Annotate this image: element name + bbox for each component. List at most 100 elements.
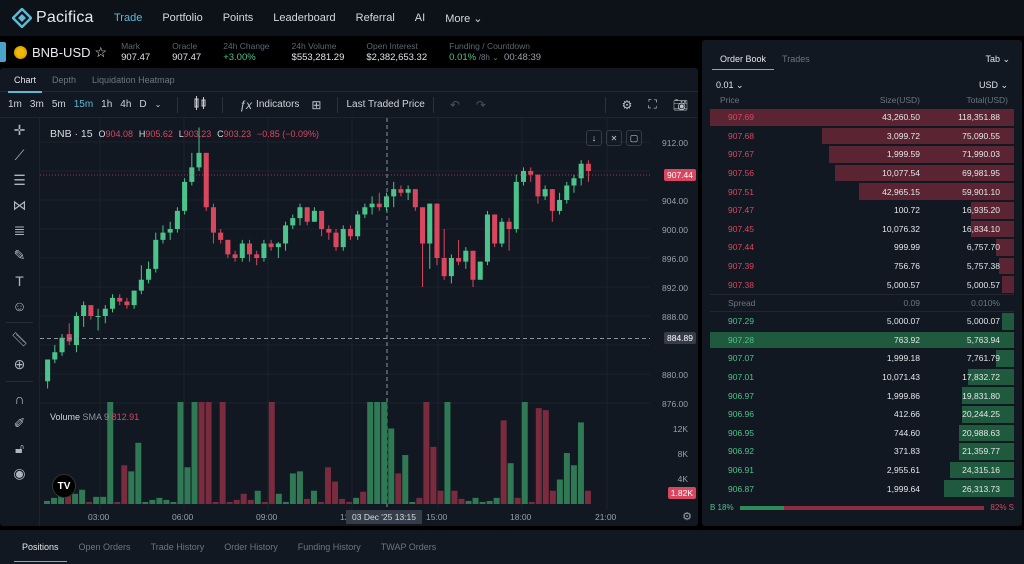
bnb-coin-icon	[14, 45, 27, 59]
view-mode-dropdown[interactable]: Tab ⌄	[985, 53, 1010, 64]
indicators-fx-icon[interactable]: ƒx	[239, 97, 253, 112]
time-axis[interactable]: 03:00 06:00 09:00 12:00 15:00 18:00 21:0…	[88, 510, 692, 524]
timeframe-15m[interactable]: 15m	[73, 99, 94, 110]
tab-order-book[interactable]: Order Book	[712, 40, 775, 78]
visibility-eye-icon[interactable]: ◉	[13, 465, 26, 481]
settings-gear-icon[interactable]: ⚙	[621, 97, 633, 112]
bid-row[interactable]: 907.07 1,999.18 7,761.79	[710, 349, 1014, 368]
ask-row[interactable]: 907.68 3,099.72 75,090.55	[710, 127, 1014, 146]
timeframe-1h[interactable]: 1h	[101, 99, 113, 110]
logo[interactable]: Pacifica	[12, 8, 102, 28]
ticker-bar: BNB-USD ☆ Mark 907.47 Oracle 907.47 24h Ch…	[0, 36, 700, 68]
nav-ai[interactable]: AI	[414, 11, 426, 24]
ask-row[interactable]: 907.56 10,077.54 69,981.95	[710, 164, 1014, 183]
timeframe-4h[interactable]: 4h	[120, 99, 132, 110]
price-axis[interactable]: 912.00 904.00 900.00 896.00 892.00 888.0…	[650, 118, 698, 510]
layouts-grid-icon[interactable]: ⊞	[311, 97, 322, 112]
ask-row[interactable]: 907.47 100.72 16,935.20	[710, 201, 1014, 220]
ask-row[interactable]: 907.69 43,260.50 118,351.88	[710, 108, 1014, 127]
timeframe-d[interactable]: D	[139, 99, 147, 110]
ask-row[interactable]: 907.67 1,999.59 71,990.03	[710, 145, 1014, 164]
ruler-icon[interactable]: 📏︎	[10, 331, 29, 347]
candle-type-icon[interactable]	[194, 96, 206, 113]
redo-icon[interactable]: ↷	[475, 97, 486, 112]
lock-drawings-icon[interactable]: ✐	[13, 415, 26, 431]
reset-scale-icon[interactable]: ▢	[626, 130, 642, 146]
tab-open-orders[interactable]: Open Orders	[78, 542, 131, 552]
magnet-icon[interactable]: ∩	[14, 390, 25, 407]
depth-bar	[822, 127, 1014, 145]
bid-price: 907.29	[728, 316, 754, 327]
bid-row[interactable]: 907.29 5,000.07 5,000.07	[710, 312, 1014, 331]
tab-chart[interactable]: Chart	[6, 68, 44, 93]
funding-period-dropdown[interactable]: /8h ⌄	[478, 53, 499, 62]
tick-size-dropdown[interactable]: 0.01 ⌄	[716, 79, 744, 90]
tab-funding-history[interactable]: Funding History	[297, 542, 361, 552]
undo-icon[interactable]: ↶	[449, 97, 460, 112]
tab-positions[interactable]: Positions	[12, 530, 69, 564]
ask-row[interactable]: 907.45 10,076.32 16,834.10	[710, 220, 1014, 239]
currency-dropdown[interactable]: USD ⌄	[978, 79, 1008, 90]
market-symbol[interactable]: BNB-USD	[32, 44, 91, 60]
price-source-button[interactable]: Last Traded Price	[346, 99, 425, 110]
nav-portfolio[interactable]: Portfolio	[162, 11, 203, 24]
timeframe-5m[interactable]: 5m	[51, 99, 66, 110]
ask-row[interactable]: 907.38 5,000.57 5,000.57	[710, 275, 1014, 294]
ask-total: 69,981.95	[962, 168, 1000, 179]
nav-trade[interactable]: Trade	[114, 11, 143, 24]
stat-oracle: Oracle 907.47	[172, 41, 202, 63]
price-chart[interactable]: BNB · 15 O904.08 H905.62 L903.23 C903.23…	[40, 118, 650, 510]
tradingview-logo-icon[interactable]: TV	[52, 474, 76, 498]
expand-sidebar-handle[interactable]	[0, 42, 6, 62]
axis-settings-icon[interactable]: ⚙	[682, 511, 692, 523]
orderbook-header: Price Size(USD) Total(USD)	[720, 95, 1008, 105]
tab-depth[interactable]: Depth	[52, 74, 77, 85]
timeframe-1m[interactable]: 1m	[8, 99, 22, 110]
nav-leaderboard[interactable]: Leaderboard	[273, 11, 336, 24]
nav-more[interactable]: More ⌄	[445, 12, 483, 25]
brush-icon[interactable]: ✎	[13, 247, 26, 263]
ask-total: 118,351.88	[958, 112, 1000, 123]
ask-row[interactable]: 907.51 42,965.15 59,901.10	[710, 182, 1014, 201]
tab-order-history[interactable]: Order History	[224, 542, 278, 552]
stat-funding: Funding / Countdown 0.01% /8h ⌄ 00:48:39	[449, 41, 542, 63]
chart-panel: Chart Depth Liquidation Heatmap 1m 3m 5m…	[0, 68, 698, 526]
horizontal-lines-icon[interactable]: ☰	[13, 172, 26, 188]
bid-row[interactable]: 907.28 763.92 5,763.94	[710, 331, 1014, 350]
bid-row[interactable]: 906.95 744.60 20,988.63	[710, 424, 1014, 443]
trend-line-icon[interactable]: ⟋	[14, 147, 25, 163]
depth-bar	[971, 201, 1014, 219]
collapse-icon[interactable]: ✕	[606, 130, 622, 146]
zoom-in-icon[interactable]: ⊕	[13, 356, 26, 372]
emoji-icon[interactable]: ☺	[12, 297, 27, 314]
bid-row[interactable]: 906.87 1,999.64 26,313.73	[710, 479, 1014, 498]
fib-tools-icon[interactable]: ≣	[13, 222, 26, 238]
screenshot-camera-icon[interactable]: 📷︎	[672, 97, 688, 112]
tab-twap-orders[interactable]: TWAP Orders	[380, 542, 437, 552]
bid-row[interactable]: 907.01 10,071.43 17,832.72	[710, 368, 1014, 387]
pattern-icon[interactable]: ⋈	[12, 197, 27, 213]
ask-row[interactable]: 907.44 999.99 6,757.70	[710, 238, 1014, 257]
unlock-icon[interactable]: 🔓︎	[14, 440, 25, 456]
tab-trade-history[interactable]: Trade History	[150, 542, 205, 552]
ask-total: 59,901.10	[962, 186, 1000, 197]
ask-row[interactable]: 907.39 756.76 5,757.38	[710, 257, 1014, 276]
bid-row[interactable]: 906.96 412.66 20,244.25	[710, 405, 1014, 424]
timeframe-3m[interactable]: 3m	[29, 99, 44, 110]
tab-liquidation-heatmap[interactable]: Liquidation Heatmap	[92, 74, 175, 85]
nav-referral[interactable]: Referral	[355, 11, 395, 24]
tab-trades[interactable]: Trades	[782, 54, 810, 64]
text-tool-icon[interactable]: T	[15, 272, 24, 289]
ask-total: 16,935.20	[962, 205, 1000, 216]
bid-row[interactable]: 906.91 2,955.61 24,315.16	[710, 461, 1014, 480]
bid-row[interactable]: 906.92 371.83 21,359.77	[710, 442, 1014, 461]
bid-row[interactable]: 906.97 1,999.86 19,831.80	[710, 386, 1014, 405]
indicators-button[interactable]: Indicators	[256, 99, 300, 110]
scroll-to-latest-icon[interactable]: ↓	[586, 130, 602, 146]
funding-rate: 0.01%	[449, 52, 477, 63]
crosshair-icon[interactable]: ✛	[13, 122, 26, 138]
nav-points[interactable]: Points	[222, 11, 254, 24]
favorite-star-icon[interactable]: ☆	[94, 43, 108, 60]
timeframe-dropdown-chevron-icon[interactable]: ⌄	[154, 100, 162, 109]
fullscreen-icon[interactable]: ⛶	[648, 97, 657, 111]
